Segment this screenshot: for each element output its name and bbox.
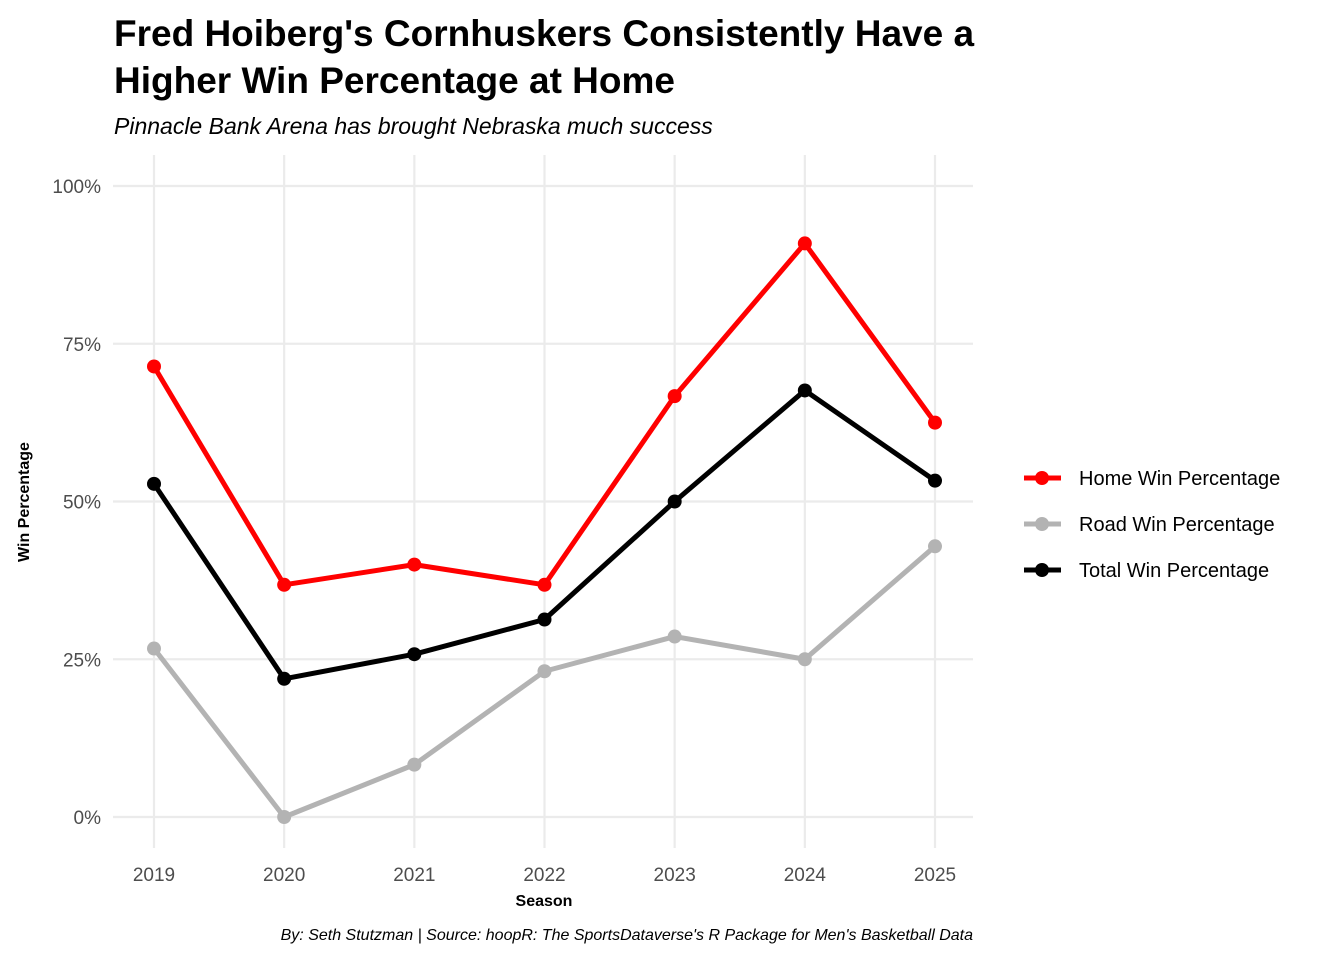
legend-item: Road Win Percentage bbox=[1024, 514, 1275, 536]
data-point bbox=[407, 557, 422, 572]
data-point bbox=[407, 647, 422, 662]
legend: Home Win Percentage Road Win Percentage To… bbox=[1024, 468, 1280, 582]
chart-subtitle: Pinnacle Bank Arena has brought Nebraska… bbox=[114, 113, 713, 139]
legend-key-point bbox=[1035, 517, 1049, 531]
x-tick-label: 2024 bbox=[784, 865, 827, 886]
data-point bbox=[407, 757, 422, 772]
y-axis-title: Win Percentage bbox=[16, 442, 33, 562]
data-point bbox=[797, 652, 812, 667]
data-point bbox=[928, 415, 942, 430]
x-axis-title: Season bbox=[516, 893, 573, 910]
data-point bbox=[667, 629, 682, 644]
y-tick-label: 0% bbox=[74, 808, 102, 829]
legend-key-point bbox=[1035, 563, 1049, 577]
data-point bbox=[277, 671, 292, 686]
chart-caption: By: Seth Stutzman | Source: hoopR: The S… bbox=[281, 927, 973, 944]
y-tick-label: 25% bbox=[63, 650, 101, 671]
data-point bbox=[147, 476, 161, 491]
chart-title-line-2: Higher Win Percentage at Home bbox=[114, 60, 675, 101]
legend-item: Total Win Percentage bbox=[1024, 560, 1269, 582]
legend-item: Home Win Percentage bbox=[1024, 468, 1280, 490]
y-tick-label: 75% bbox=[63, 335, 101, 356]
series-lines bbox=[147, 236, 942, 824]
legend-key-point bbox=[1035, 471, 1049, 485]
x-tick-label: 2025 bbox=[914, 865, 956, 886]
legend-label: Home Win Percentage bbox=[1079, 468, 1280, 490]
data-point bbox=[928, 473, 942, 488]
x-tick-label: 2021 bbox=[393, 865, 435, 886]
x-tick-label: 2023 bbox=[654, 865, 696, 886]
data-point bbox=[797, 383, 812, 398]
data-point bbox=[277, 577, 292, 592]
y-axis-ticks: 0% 25% 50% 75% 100% bbox=[52, 177, 101, 829]
data-point bbox=[537, 664, 552, 679]
legend-label: Total Win Percentage bbox=[1079, 560, 1269, 582]
chart-title-line-1: Fred Hoiberg's Cornhuskers Consistently … bbox=[114, 13, 974, 54]
x-tick-label: 2020 bbox=[263, 865, 305, 886]
data-point bbox=[797, 236, 812, 251]
data-point bbox=[928, 539, 942, 554]
data-point bbox=[147, 359, 161, 374]
data-point bbox=[277, 810, 292, 824]
x-tick-label: 2019 bbox=[133, 865, 175, 886]
data-point bbox=[147, 641, 161, 656]
x-tick-label: 2022 bbox=[523, 865, 565, 886]
y-tick-label: 100% bbox=[52, 177, 101, 198]
data-point bbox=[537, 577, 552, 592]
data-point bbox=[667, 389, 682, 404]
grid bbox=[113, 155, 973, 848]
x-axis-ticks: 2019 2020 2021 2022 2023 2024 2025 bbox=[133, 865, 956, 886]
data-point bbox=[537, 612, 552, 627]
legend-label: Road Win Percentage bbox=[1079, 514, 1275, 536]
data-point bbox=[667, 494, 682, 509]
y-tick-label: 50% bbox=[63, 493, 101, 514]
